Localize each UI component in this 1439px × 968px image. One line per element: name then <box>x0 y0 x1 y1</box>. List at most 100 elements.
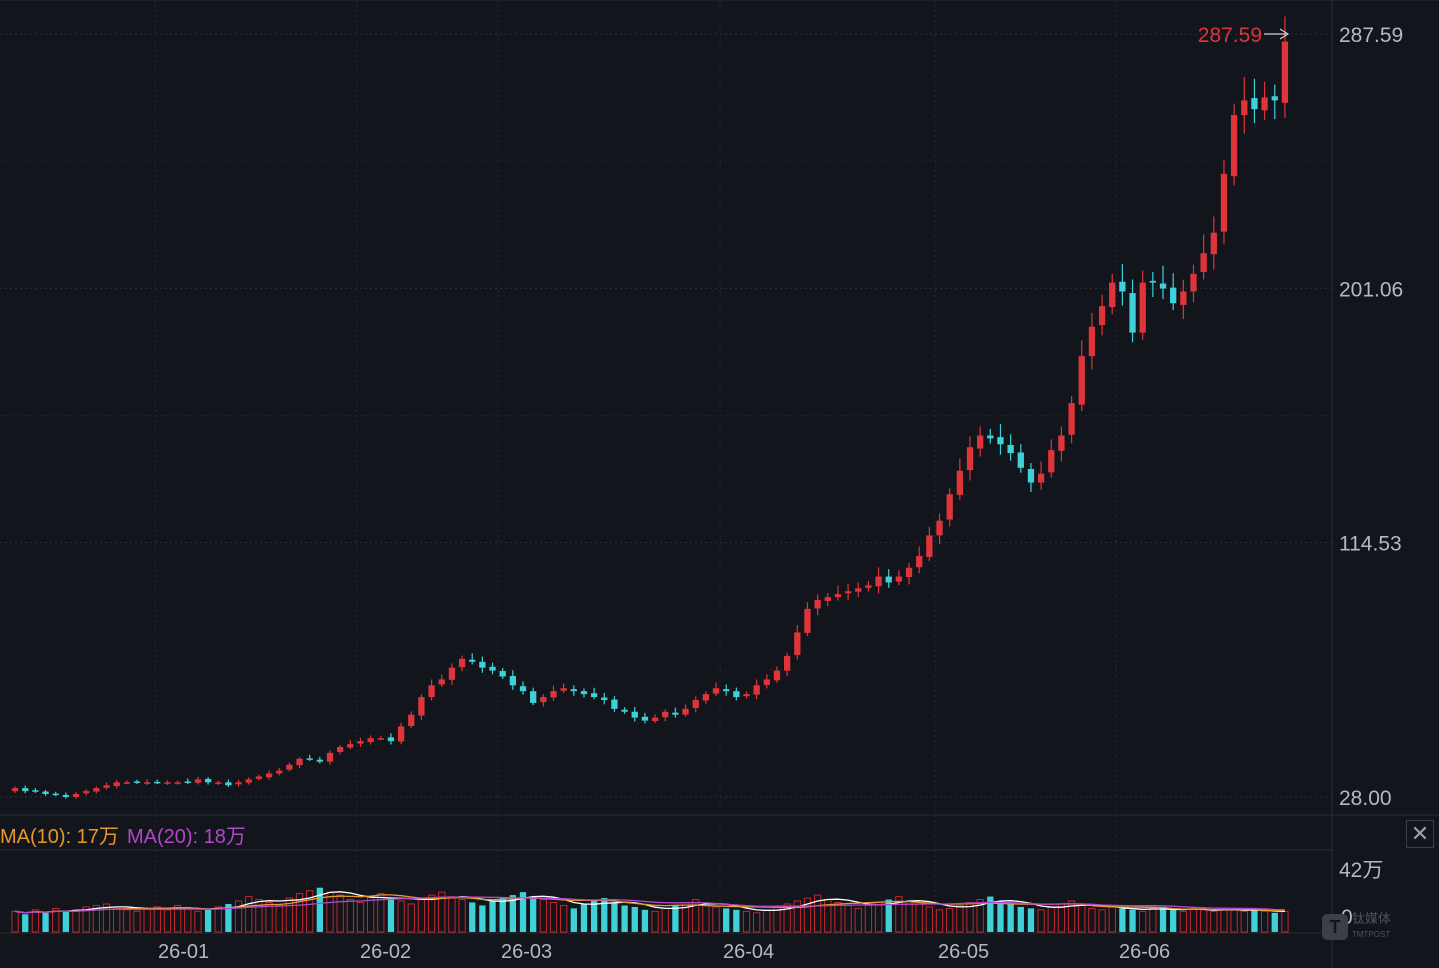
candle <box>743 691 750 699</box>
candle <box>804 602 811 637</box>
volume-bar <box>346 899 354 933</box>
date-tick-label: 26-01 <box>158 941 209 963</box>
candle <box>1180 279 1187 320</box>
price-tick-label: 201.06 <box>1339 278 1403 301</box>
volume-bar <box>895 896 903 933</box>
candle <box>306 754 313 761</box>
candle <box>1271 84 1278 120</box>
volume-bar <box>1047 906 1055 933</box>
volume-bar <box>438 891 446 933</box>
candle <box>1159 265 1167 300</box>
volume-bar <box>407 903 415 933</box>
candle <box>905 563 913 585</box>
candle <box>885 569 892 588</box>
volume-bar <box>987 896 994 932</box>
candle <box>763 674 770 689</box>
volume-bar <box>925 906 934 933</box>
volume-bar <box>204 909 212 932</box>
candle <box>844 584 852 601</box>
candle <box>408 711 415 728</box>
volume-bar <box>448 896 456 933</box>
volume-bar <box>1210 910 1218 933</box>
volume-bar <box>366 896 375 933</box>
volume-bar <box>935 909 944 933</box>
candle <box>458 655 466 672</box>
volume-ma10-label: MA(10): 17万 <box>0 826 119 848</box>
volume-bar <box>1159 906 1167 932</box>
volume-bar <box>885 899 892 932</box>
volume-bar <box>1170 909 1177 932</box>
candle <box>1190 264 1197 303</box>
volume-bar <box>255 899 263 933</box>
volume-bar <box>956 904 964 933</box>
candle <box>337 745 344 755</box>
candle <box>286 762 293 772</box>
volume-bar <box>1251 909 1258 932</box>
volume-bar <box>11 910 19 933</box>
date-tick-label: 26-02 <box>360 941 411 963</box>
close-volume-panel-button[interactable]: ✕ <box>1406 820 1434 848</box>
volume-bar <box>834 901 842 933</box>
candle <box>397 722 405 745</box>
volume-bar <box>580 903 588 932</box>
candle <box>621 707 628 714</box>
volume-bar <box>1108 906 1116 933</box>
volume-bar <box>387 898 395 932</box>
volume-bar <box>194 910 202 933</box>
candle <box>428 679 435 701</box>
candle <box>143 779 151 786</box>
volume-bar <box>92 904 100 933</box>
volume-bar <box>31 909 40 933</box>
date-tick-label: 26-06 <box>1119 941 1170 963</box>
watermark-subtext: TMTPOST <box>1352 930 1391 939</box>
candle <box>1048 439 1055 478</box>
candle <box>499 668 506 679</box>
candle <box>1210 216 1217 270</box>
volume-bar <box>783 903 791 933</box>
candle <box>316 756 323 764</box>
volume-bar <box>1281 910 1289 933</box>
candle <box>560 683 567 694</box>
volume-bar <box>397 900 405 933</box>
volume-bar <box>295 893 304 933</box>
candle <box>123 780 130 785</box>
volume-bar <box>356 901 365 933</box>
volume-bar <box>813 894 822 933</box>
date-tick-label: 26-05 <box>938 941 989 963</box>
candle <box>32 788 39 793</box>
volume-ma20-label: MA(20): 18万 <box>126 826 246 848</box>
candle <box>1230 103 1238 186</box>
candle <box>997 424 1004 455</box>
volume-bar <box>265 901 273 933</box>
candle <box>987 428 994 444</box>
candle <box>834 585 842 601</box>
candle <box>1149 271 1157 297</box>
candle <box>1007 434 1014 461</box>
volume-bar <box>22 914 29 932</box>
volume-bar <box>1230 909 1238 933</box>
highest-price-label: 287.59 <box>1198 24 1262 47</box>
volume-bar <box>1037 909 1045 933</box>
volume-bar <box>793 900 801 933</box>
candle <box>824 592 831 607</box>
candle <box>540 694 547 707</box>
volume-bar <box>336 894 344 933</box>
volume-bar <box>530 896 537 932</box>
volume-bar <box>1260 910 1269 933</box>
candle <box>174 780 181 785</box>
candle <box>276 767 283 776</box>
volume-bar <box>1200 909 1208 933</box>
candle <box>255 774 263 781</box>
candle <box>42 789 49 796</box>
volume-bar <box>560 904 568 933</box>
price-tick-label: 114.53 <box>1339 533 1402 556</box>
candle <box>347 740 354 750</box>
volume-bar <box>1017 906 1024 932</box>
candle <box>1139 270 1146 340</box>
volume-bar <box>742 910 751 933</box>
volume-bar <box>275 904 283 933</box>
volume-ma-lines <box>15 891 1285 914</box>
volume-bar <box>1240 910 1248 933</box>
candle <box>22 785 29 794</box>
